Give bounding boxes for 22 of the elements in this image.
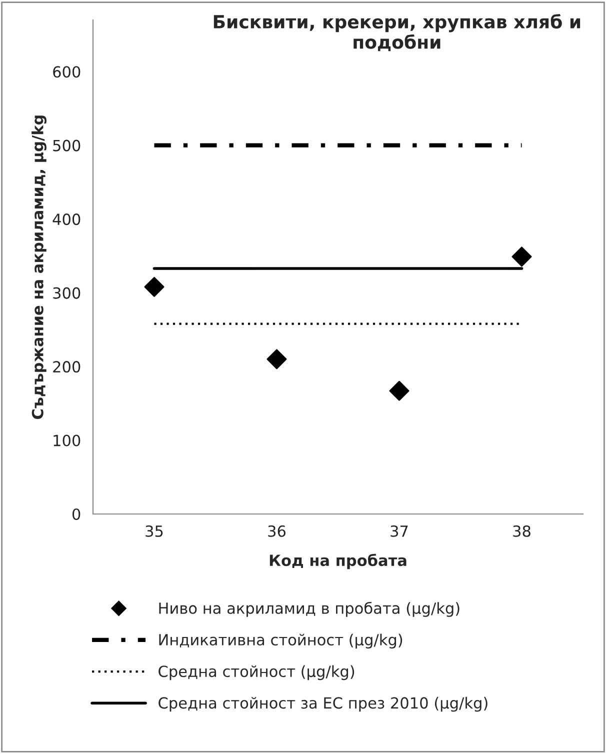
y-tick-label: 600 [53,66,80,78]
legend-label: Средна стойност (µg/kg) [158,665,354,680]
legend-label: Индикативна стойност (µg/kg) [159,634,402,648]
point [266,349,287,370]
y-tick-label: 200 [53,361,80,373]
legend-label: Средна стойност за ЕС през 2010 (µg/kg) [158,696,488,712]
x-tick-label: 38 [513,525,530,537]
y-tick-label: 300 [53,287,80,299]
x-tick-label: 36 [268,525,286,537]
y-tick-label: 400 [52,214,80,226]
y-tick-label: 500 [53,140,80,152]
point [144,276,164,297]
x-axis-title: Код на пробата [270,554,406,570]
point [389,380,410,401]
x-tick-label: 35 [146,525,163,537]
y-tick-label: 100 [54,434,80,446]
x-tick-label: 37 [390,525,408,537]
y-axis-title: Съдържание на акриламид, µg/kg [32,116,46,419]
y-tick-label: 0 [72,508,80,520]
chart-title: Бисквити, крекери, хрупкав хляб и подобни [214,14,580,52]
legend-label: Ниво на акриламид в пробата (µg/kg) [159,602,460,617]
point [512,246,532,267]
